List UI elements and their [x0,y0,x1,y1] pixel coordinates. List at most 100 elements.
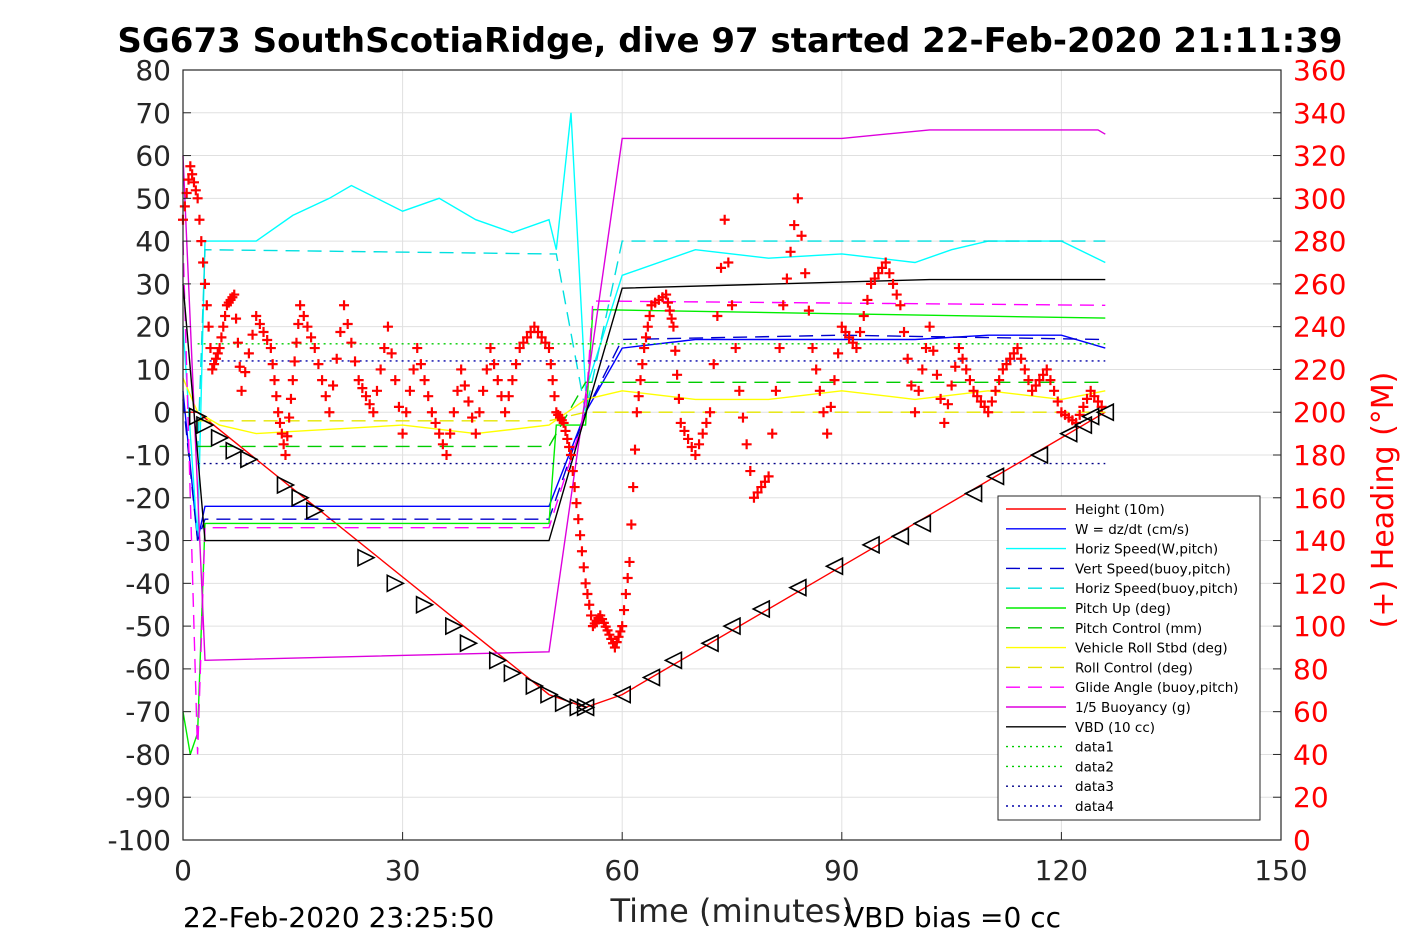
heading-marker [324,407,335,418]
heading-marker [609,642,620,653]
x-axis-label: Time (minutes) [610,892,854,930]
heading-marker [957,353,968,364]
legend-label: Vert Speed(buoy,pitch) [1075,561,1231,577]
heading-marker [619,605,630,616]
dive-triangle-marker [1095,402,1115,422]
heading-marker [216,332,227,343]
heading-marker [284,412,295,423]
legend-label: Height (10m) [1075,502,1165,518]
heading-marker [913,385,924,396]
right-axis-label: (+) Heading (°M) [1366,372,1401,629]
heading-marker [1019,364,1030,375]
y-tick-label: -80 [125,738,171,771]
heading-marker [972,391,983,402]
heading-marker [1041,364,1052,375]
y2-tick-label: 260 [1293,268,1346,301]
heading-marker [467,412,478,423]
dive-triangle-marker [386,574,406,593]
heading-marker [357,383,368,394]
heading-marker [672,369,683,380]
heading-marker [730,343,741,354]
heading-marker [397,428,408,439]
dive-triangle-marker [612,685,631,704]
heading-marker [540,337,551,348]
y-tick-label: 30 [135,268,171,301]
legend-label: data2 [1075,759,1114,775]
heading-marker [917,364,928,375]
heading-marker [895,300,906,311]
dive-triangle-marker [459,633,479,653]
y2-tick-label: 340 [1293,97,1346,130]
heading-marker [364,399,375,410]
heading-marker [346,337,357,348]
heading-marker [558,417,569,428]
heading-marker [727,300,737,311]
dive-triangle-marker [700,633,719,653]
heading-marker [503,391,514,402]
heading-marker [964,375,975,386]
y2-tick-label: 60 [1293,696,1329,729]
series-line: Vert Speed(buoy,pitch) [182,334,1106,541]
heading-marker [942,399,953,410]
dive-triangle-marker [525,676,545,696]
heading-marker [675,417,686,428]
heading-marker [825,401,836,412]
heading-marker [492,375,503,386]
heading-marker [353,375,364,386]
heading-marker [611,637,622,648]
heading-marker [1074,409,1085,420]
heading-marker [723,257,734,268]
heading-marker [796,230,807,241]
heading-marker [1093,396,1103,407]
dive-triangle-marker [415,595,435,615]
y-tick-label: -40 [125,567,171,600]
dive-triangle-marker [963,484,983,503]
heading-marker [280,450,291,460]
heading-marker [737,412,748,423]
dive-triangle-marker [554,693,574,713]
heading-marker [485,343,496,354]
heading-marker [576,546,587,557]
dive-triangle-marker [912,514,932,533]
heading-marker [683,433,694,444]
heading-marker [562,433,573,444]
heading-marker [745,466,756,477]
heading-marker [342,318,353,329]
y2-tick-label: 100 [1293,610,1346,643]
heading-marker [293,318,304,329]
dive-triangle-marker [751,599,771,619]
heading-marker [368,407,379,418]
heading-marker [858,310,869,321]
heading-marker [379,343,390,354]
heading-marker [192,193,203,204]
y-tick-label: 80 [135,54,171,87]
heading-marker [615,626,626,637]
heading-marker [891,289,902,300]
y2-tick-label: 220 [1293,353,1346,386]
y-tick-label: 50 [135,182,171,215]
heading-marker [800,268,811,279]
heading-marker [803,305,814,316]
y2-tick-label: 320 [1293,140,1346,173]
series-line: VBD (10 cc) [182,278,1106,542]
heading-marker [412,343,423,354]
heading-marker [1045,375,1056,386]
y2-tick-label: 360 [1293,54,1346,87]
legend-label: 1/5 Buoyancy (g) [1075,700,1191,716]
dive-triangle-marker [890,526,910,546]
heading-marker [666,313,677,324]
heading-marker [309,343,320,354]
heading-marker [668,321,679,332]
heading-marker [983,407,994,418]
heading-marker [1049,385,1060,396]
heading-marker [179,201,190,212]
heading-marker [855,327,866,338]
heading-marker [529,321,540,332]
heading-marker [500,407,511,418]
heading-marker [920,343,931,354]
heading-marker [265,343,276,354]
heading-marker [545,359,556,370]
heading-marker [564,441,575,452]
series-line: Pitch Control (mm) [197,381,1106,448]
